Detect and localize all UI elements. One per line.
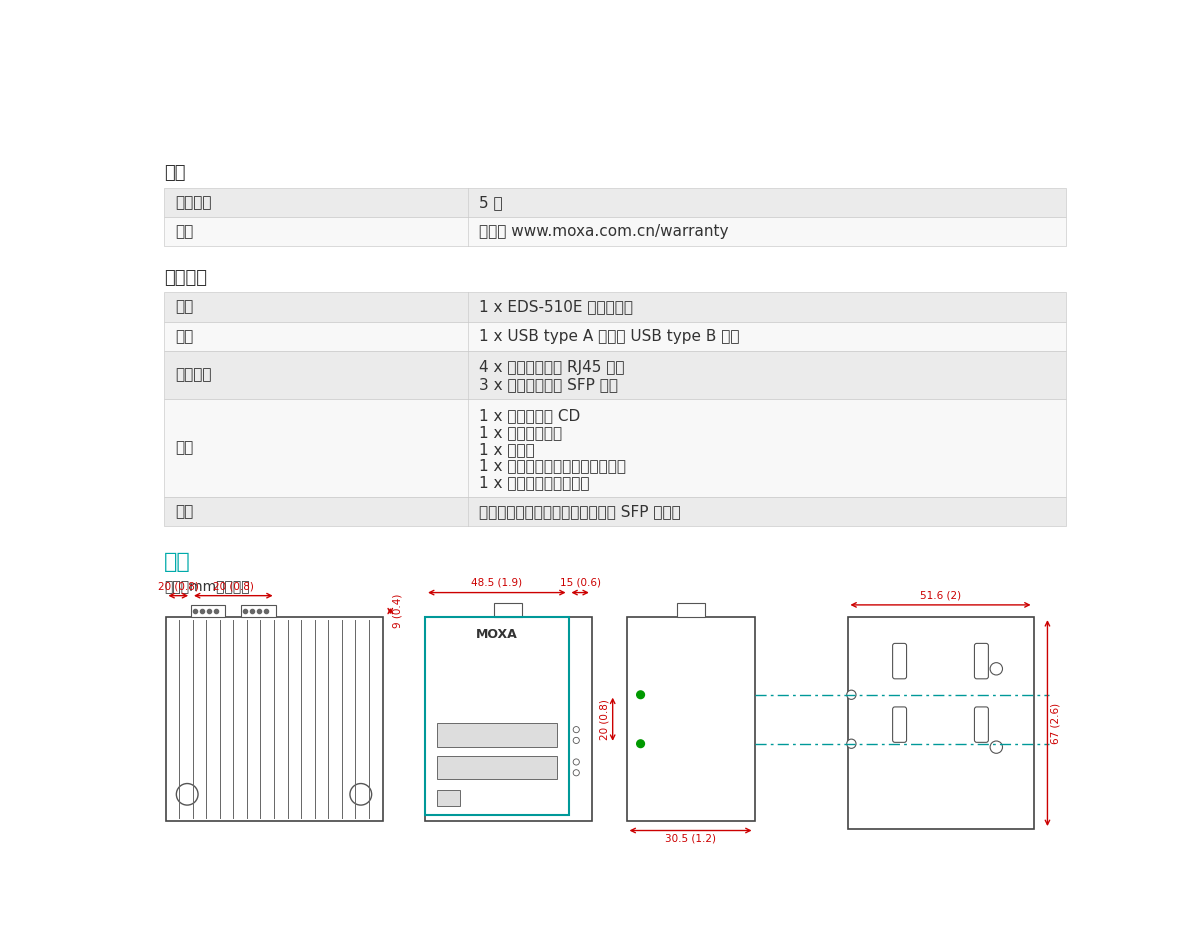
Text: 9 (0.4): 9 (0.4)	[392, 594, 402, 628]
Text: 51.6 (2): 51.6 (2)	[920, 590, 961, 600]
Bar	[164, 188, 1066, 217]
Text: 1 x 产品通知，简体中文: 1 x 产品通知，简体中文	[479, 475, 589, 491]
Circle shape	[637, 691, 644, 699]
FancyBboxPatch shape	[893, 706, 906, 742]
Bar	[164, 399, 1066, 497]
Circle shape	[574, 759, 580, 765]
Text: 保修期限: 保修期限	[175, 195, 211, 209]
Text: 20 (0.8): 20 (0.8)	[158, 581, 199, 591]
Circle shape	[637, 740, 644, 747]
Bar	[437, 756, 557, 779]
Circle shape	[574, 770, 580, 776]
Text: 4 x 塑料盖，用于 RJ45 端口: 4 x 塑料盖，用于 RJ45 端口	[479, 360, 624, 375]
Text: 注意: 注意	[175, 504, 193, 519]
Text: 67 (2.6): 67 (2.6)	[1050, 703, 1061, 743]
Text: 15 (0.6): 15 (0.6)	[559, 578, 601, 588]
Text: 线缆: 线缆	[175, 329, 193, 344]
Text: 1 x 文档和软件 CD: 1 x 文档和软件 CD	[479, 408, 580, 422]
Circle shape	[350, 783, 372, 805]
Bar	[164, 350, 1066, 399]
Circle shape	[847, 739, 856, 748]
Text: 48.5 (1.9): 48.5 (1.9)	[472, 578, 522, 588]
Text: 1 x 快速安装指南: 1 x 快速安装指南	[479, 424, 562, 439]
Circle shape	[574, 738, 580, 743]
Circle shape	[847, 690, 856, 700]
Bar	[164, 293, 1066, 322]
FancyBboxPatch shape	[974, 706, 989, 742]
Circle shape	[990, 663, 1002, 675]
Text: 1 x 质量检验产品认证，简体中文: 1 x 质量检验产品认证，简体中文	[479, 458, 625, 474]
Bar	[626, 617, 755, 821]
Text: 20 (0.8): 20 (0.8)	[212, 581, 253, 591]
Bar	[164, 322, 1066, 350]
Circle shape	[574, 726, 580, 733]
Text: 文件: 文件	[175, 440, 193, 456]
Bar	[494, 603, 522, 617]
Text: 设备: 设备	[175, 299, 193, 314]
Bar	[241, 605, 276, 617]
Bar	[677, 603, 704, 617]
Bar	[437, 791, 460, 806]
Text: MOXA: MOXA	[476, 628, 517, 641]
Text: 1 x 保修卡: 1 x 保修卡	[479, 441, 534, 456]
Bar	[166, 617, 383, 821]
Circle shape	[990, 741, 1002, 753]
Text: 5 年: 5 年	[479, 195, 503, 209]
Bar	[847, 617, 1033, 829]
Text: 30.5 (1.2): 30.5 (1.2)	[665, 833, 716, 844]
Text: 包装清单: 包装清单	[164, 269, 206, 287]
Circle shape	[176, 783, 198, 805]
Text: 1 x USB type A 公头转 USB type B 公头: 1 x USB type A 公头转 USB type B 公头	[479, 329, 739, 344]
Text: 请参阅 www.moxa.com.cn/warranty: 请参阅 www.moxa.com.cn/warranty	[479, 223, 728, 239]
FancyBboxPatch shape	[893, 643, 906, 679]
Bar	[425, 617, 592, 821]
Text: 尺寸: 尺寸	[164, 552, 191, 572]
Bar	[164, 217, 1066, 246]
Text: 安装套件: 安装套件	[175, 367, 211, 383]
Bar	[437, 724, 557, 746]
Bar	[425, 617, 569, 815]
Text: 单位：mm（英寸）: 单位：mm（英寸）	[164, 581, 250, 595]
Bar	[164, 497, 1066, 527]
Text: 详情: 详情	[175, 223, 193, 239]
Bar	[191, 605, 226, 617]
Text: 保修: 保修	[164, 164, 186, 182]
Text: 要与本产品搭配使用，需单独购买 SFP 模块。: 要与本产品搭配使用，需单独购买 SFP 模块。	[479, 504, 680, 519]
Text: 3 x 塑料盖，用于 SFP 插槽: 3 x 塑料盖，用于 SFP 插槽	[479, 377, 618, 392]
FancyBboxPatch shape	[974, 643, 989, 679]
Text: 1 x EDS-510E 系列交换机: 1 x EDS-510E 系列交换机	[479, 299, 632, 314]
Text: 20 (0.8): 20 (0.8)	[600, 699, 610, 740]
